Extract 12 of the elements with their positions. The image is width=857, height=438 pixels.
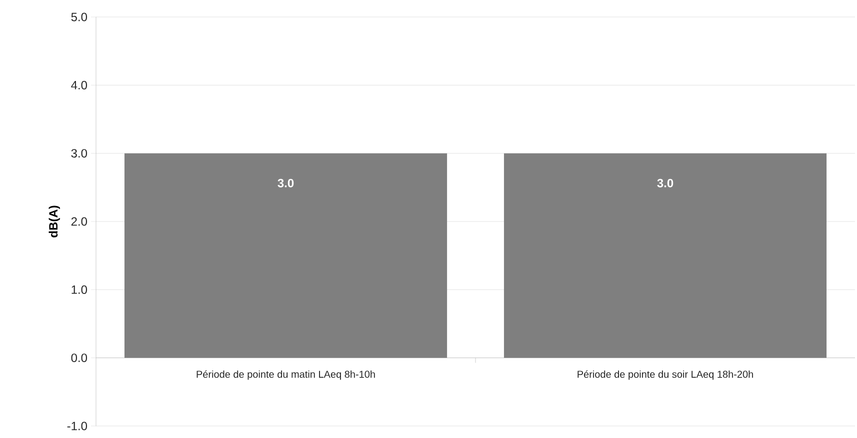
y-tick-label: 4.0 — [71, 80, 88, 90]
x-tick-label: Période de pointe du matin LAeq 8h-10h — [196, 370, 375, 380]
data-label: 3.0 — [278, 178, 294, 188]
y-tick-label: 1.0 — [72, 285, 88, 294]
y-axis-title: dB(A) — [48, 206, 60, 238]
y-tick-label: 2.0 — [71, 217, 88, 226]
data-label: 3.0 — [657, 178, 674, 188]
y-tick-label: -1.0 — [67, 422, 88, 430]
y-tick-label: 3.0 — [71, 149, 88, 158]
x-tick-label: Période de pointe du soir LAeq 18h-20h — [578, 370, 753, 380]
y-tick-label: 5.0 — [71, 12, 88, 22]
y-tick-label: 0.0 — [71, 354, 88, 362]
